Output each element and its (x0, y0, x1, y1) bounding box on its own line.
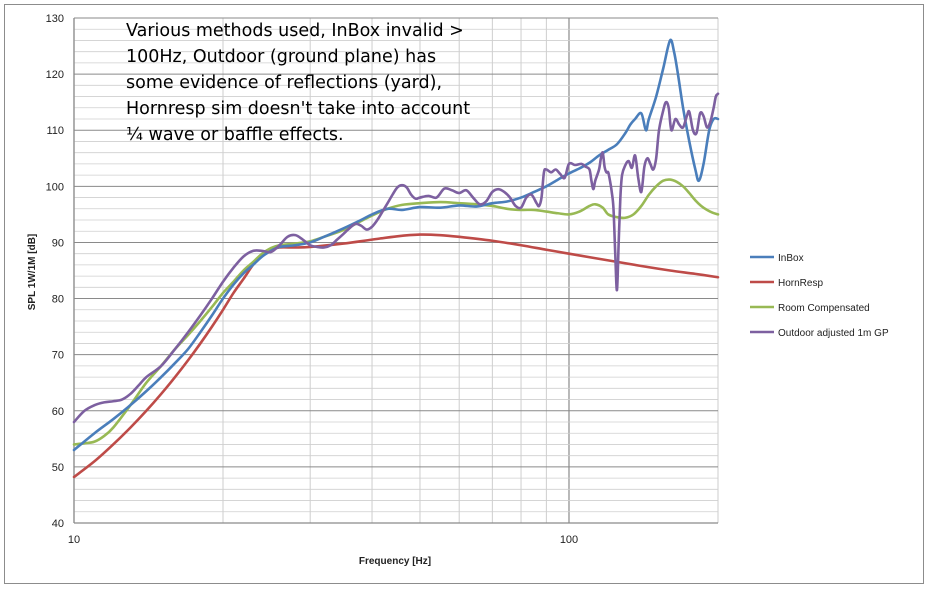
y-tick-labels: 40 50 60 70 80 90 100 110 120 130 (46, 13, 64, 530)
x-axis-label: Frequency [Hz] (359, 556, 431, 567)
y-tick-label: 80 (52, 294, 64, 306)
y-tick-label: 120 (46, 69, 64, 81)
series-line-hornresp (72, 233, 720, 479)
series-lines (72, 38, 720, 479)
series-line-room-compensated (72, 178, 720, 446)
y-tick-label: 40 (52, 518, 64, 530)
legend-label-room-compensated: Room Compensated (778, 303, 870, 314)
legend-label-inbox: InBox (778, 253, 804, 264)
y-tick-label: 70 (52, 350, 64, 362)
legend-label-hornresp: HornResp (778, 278, 823, 289)
y-tick-label: 110 (46, 125, 64, 137)
axes (73, 18, 718, 524)
legend: InBox HornResp Room Compensated Outdoor adj… (750, 253, 889, 339)
y-tick-label: 90 (52, 237, 64, 249)
y-tick-label: 130 (46, 13, 64, 25)
plot-area (74, 18, 718, 523)
y-tick-label: 100 (46, 181, 64, 193)
legend-label-outdoor-adjusted-1m-gp: Outdoor adjusted 1m GP (778, 328, 889, 339)
x-tick-labels: 10 100 (68, 534, 578, 546)
plot-background (74, 18, 718, 523)
x-tick-label: 100 (560, 534, 578, 546)
y-tick-label: 60 (52, 406, 64, 418)
y-tick-label: 50 (52, 462, 64, 474)
y-axis-label: SPL 1W/1M [dB] (27, 234, 38, 310)
x-tick-label: 10 (68, 534, 80, 546)
series-line-inbox (72, 38, 720, 452)
chart-annotation: Various methods used, InBox invalid > 10… (126, 21, 471, 145)
series-line-outdoor-adjusted-1m-gp (72, 92, 720, 424)
